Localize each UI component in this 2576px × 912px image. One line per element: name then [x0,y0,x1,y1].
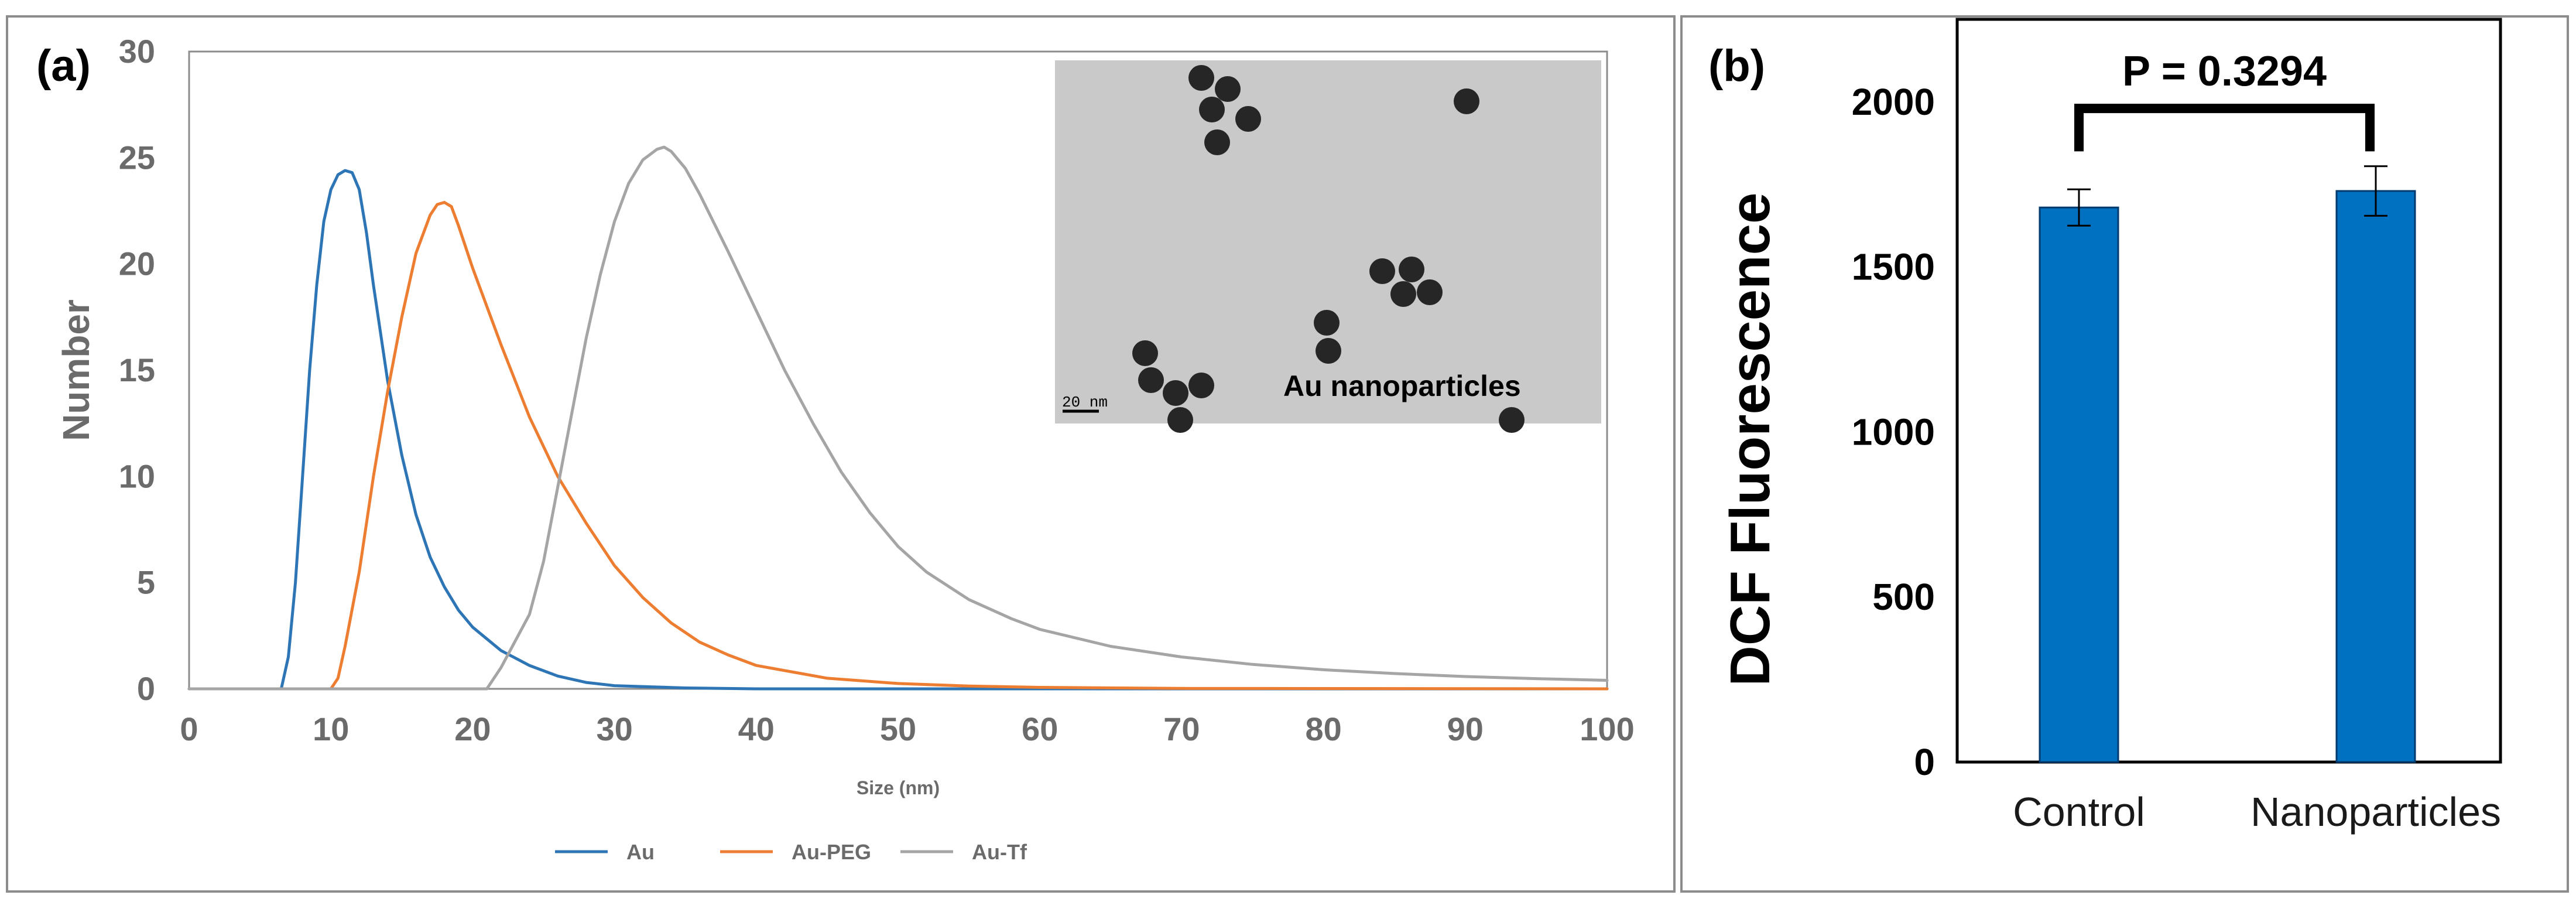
y-tick-label-a: 25 [119,139,155,176]
nanoparticle [1390,281,1416,307]
x-tick-label-a: 50 [880,711,916,747]
y-tick-label-a: 20 [119,245,155,282]
x-axis-title-a: Size (nm) [857,777,940,798]
x-tick-label-a: 70 [1163,711,1200,747]
panel-b: (b) 0 500 1000 1500 2000 Control Nanoparticle… [1680,15,2569,893]
nanoparticle [1499,407,1525,433]
legend-a: Au Au-PEG Au-Tf [555,840,1027,864]
y-tick-label-a: 0 [137,670,155,707]
y-tick-label-b: 1000 [1852,411,1935,453]
y-tick-label-b: 1500 [1852,246,1935,288]
plot-b-frame [1955,18,2502,764]
x-tick-label-a: 100 [1580,711,1634,747]
panel-a-label: (a) [36,41,91,91]
nanoparticle [1235,106,1261,132]
nanoparticle-cluster [1132,65,1525,433]
y-tick-label-a: 30 [119,33,155,70]
tem-image-background [1055,60,1601,423]
x-tick-label-a: 0 [180,711,198,747]
bar-nanoparticles [2335,190,2416,763]
series-line-au-peg [187,201,1609,691]
nanoparticle [1199,97,1225,122]
tem-inset: 20 nm Au nanoparticles [1055,60,1601,433]
nanoparticle [1316,338,1341,364]
nanoparticle [1138,367,1164,393]
panel-b-label: (b) [1708,41,1765,91]
y-tick-label-b: 2000 [1852,81,1935,123]
series-lines-a [187,145,1609,691]
nanoparticle [1417,279,1443,305]
nanoparticle [1369,258,1395,284]
x-tick-label-a: 60 [1022,711,1058,747]
nanoparticle [1215,76,1241,102]
nanoparticle [1167,407,1193,433]
y-tick-label-a: 10 [119,457,155,494]
y-tick-label-b: 0 [1914,741,1935,783]
category-labels-b: Control Nanoparticles [2013,789,2501,835]
y-axis-ticks-b: 0 500 1000 1500 2000 [1852,81,1935,783]
x-axis-ticks-a: 0 10 20 30 40 50 60 70 80 90 100 [180,711,1634,747]
inset-caption: Au nanoparticles [1283,370,1521,402]
nanoparticle [1314,310,1340,336]
nanoparticle [1132,340,1158,366]
category-label: Nanoparticles [2250,789,2501,835]
x-tick-label-a: 10 [313,711,349,747]
nanoparticle [1204,129,1230,155]
nanoparticle [1399,257,1424,282]
y-axis-title-a: Number [55,299,97,441]
significance-annotation: P = 0.3294 [2074,48,2375,152]
x-tick-label-a: 80 [1305,711,1341,747]
series-line-au-tf [187,145,1609,691]
x-tick-label-a: 30 [596,711,632,747]
scale-bar-label: 20 nm [1062,394,1108,411]
bars-b [2039,165,2416,763]
x-tick-label-a: 90 [1447,711,1484,747]
y-tick-label-b: 500 [1872,576,1935,618]
p-value-label: P = 0.3294 [2122,48,2327,95]
legend-label: Au [626,840,655,864]
nanoparticle [1188,65,1214,91]
category-label: Control [2013,789,2145,835]
nanoparticle [1188,373,1214,398]
x-tick-label-a: 20 [454,711,491,747]
y-tick-label-a: 5 [137,564,155,601]
y-axis-title-b: DCF Fluorescence [1719,193,1782,686]
y-axis-ticks-a: 0 5 10 15 20 25 30 [119,33,155,707]
x-tick-label-a: 40 [738,711,775,747]
legend-label: Au-Tf [972,840,1027,864]
nanoparticle [1454,88,1479,114]
panel-b-frame [1680,15,2569,893]
legend-label: Au-PEG [792,840,871,864]
significance-bracket [2074,104,2375,152]
bar-control [2039,206,2119,763]
y-tick-label-a: 15 [119,351,155,388]
nanoparticle [1163,380,1188,406]
series-line-au [187,169,1609,691]
